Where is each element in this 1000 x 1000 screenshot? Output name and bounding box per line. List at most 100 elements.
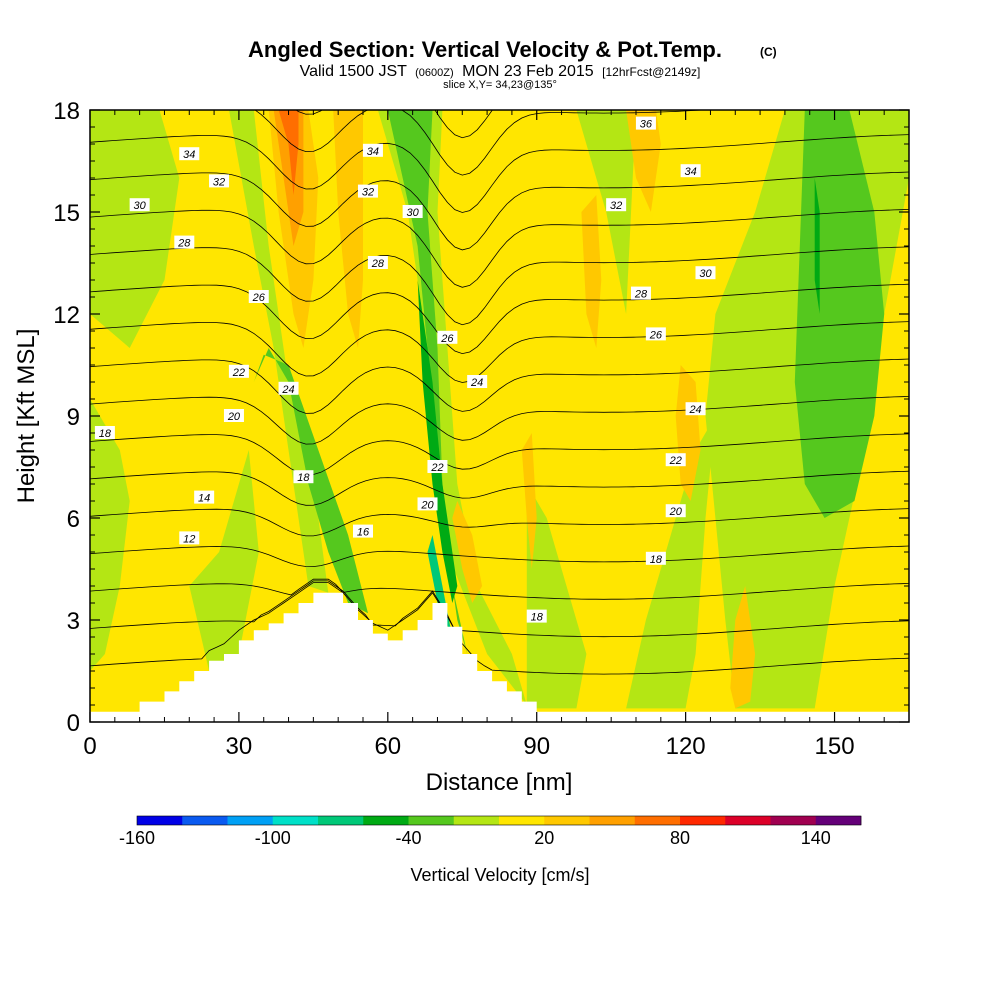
contour-label-box xyxy=(367,256,388,269)
y-tick-label: 12 xyxy=(53,302,80,329)
contour-label-text: 32 xyxy=(362,187,374,199)
velocity-region xyxy=(626,416,716,709)
contour-label: 28 xyxy=(630,286,651,301)
isentrope-line xyxy=(90,283,909,355)
contour-label-box xyxy=(228,364,249,378)
contour-label-box xyxy=(606,198,627,212)
colorbar-tick-label: -40 xyxy=(395,828,421,848)
velocity-region xyxy=(90,110,180,348)
contour-label-text: 26 xyxy=(649,329,663,341)
isentrope-line xyxy=(90,171,909,251)
contour-label-box xyxy=(665,504,686,518)
colorbar-swatch xyxy=(770,816,817,825)
isentrope-line xyxy=(254,110,710,176)
contour-label: 26 xyxy=(437,330,458,345)
contour-label-text: 16 xyxy=(357,527,370,539)
contour-label: 20 xyxy=(417,497,438,511)
contour-label-text: 14 xyxy=(198,493,210,505)
contour-label-text: 30 xyxy=(699,268,712,280)
isentrope-line xyxy=(90,578,909,600)
x-tick-label: 0 xyxy=(83,733,96,760)
isentrope-line xyxy=(90,433,909,476)
contour-label-text: 18 xyxy=(531,612,544,624)
velocity-region xyxy=(278,110,299,195)
contour-label-text: 28 xyxy=(177,238,191,250)
contour-label: 32 xyxy=(606,198,627,212)
contour-label-box xyxy=(174,235,195,249)
colorbar-tick-label: 140 xyxy=(801,828,831,848)
isentrope-line xyxy=(90,396,909,445)
contour-label-box xyxy=(437,330,458,344)
contour-label: 20 xyxy=(223,409,244,423)
contour-label-box xyxy=(665,453,686,467)
colorbar-frame xyxy=(136,815,862,826)
isentrope-line xyxy=(90,93,909,100)
contour-label-text: 36 xyxy=(640,119,653,131)
contour-label: 12 xyxy=(179,531,200,545)
y-tick-label: 0 xyxy=(67,710,80,737)
terrain-mask xyxy=(90,592,909,722)
chart-subtitle: Valid 1500 JST (0600Z) MON 23 Feb 2015 [… xyxy=(300,63,701,80)
contour-label: 34 xyxy=(362,143,383,158)
contour-label-box xyxy=(357,184,378,198)
isentrope-line xyxy=(90,321,909,383)
contour-label: 28 xyxy=(174,235,195,250)
contour-label-box xyxy=(645,551,666,565)
colorbar-swatch xyxy=(634,816,681,825)
contour-label-text: 22 xyxy=(232,367,245,379)
contour-label-text: 22 xyxy=(430,462,443,474)
contour-label: 36 xyxy=(635,116,656,131)
contour-label-box xyxy=(680,164,701,178)
velocity-region xyxy=(626,110,661,212)
contour-label: 30 xyxy=(129,198,150,212)
contour-label-box xyxy=(645,327,666,341)
contour-label-box xyxy=(179,147,200,161)
y-tick-label: 3 xyxy=(67,608,80,635)
contour-label-box xyxy=(194,490,215,504)
contour-label-box xyxy=(427,460,448,473)
contour-label: 32 xyxy=(357,184,378,199)
velocity-region xyxy=(675,365,701,501)
colorbar-tick-labels: -160 -100 -40 20 80 140 xyxy=(119,828,831,848)
contour-label-text: 24 xyxy=(688,404,701,416)
velocity-region xyxy=(581,195,602,348)
contour-label-box xyxy=(467,375,488,388)
velocity-region xyxy=(730,586,756,709)
x-tick-label: 60 xyxy=(374,733,401,760)
velocity-region xyxy=(333,110,363,348)
contour-label: 24 xyxy=(278,381,299,396)
colorbar-tick-label: -160 xyxy=(119,828,155,848)
contour-label: 30 xyxy=(402,205,423,219)
contour-label-box xyxy=(526,609,547,623)
isentrope-line xyxy=(90,470,909,506)
contour-labels: 12 14 16 18 18 18 20 20 22 22 24 24 26 26 28 28 30 30 32 32… xyxy=(94,116,716,624)
velocity-region xyxy=(526,484,587,709)
contour-label-box xyxy=(635,116,656,130)
contour-label-text: 28 xyxy=(371,258,385,270)
contour-label: 28 xyxy=(367,256,388,270)
plot-area: 12 14 16 18 18 18 20 20 22 22 24 24 26 26 28 28 30 30 32 32… xyxy=(90,93,909,722)
colorbar-swatch xyxy=(408,816,455,825)
subtitle-date: MON 23 Feb 2015 xyxy=(462,63,594,80)
contour-label: 24 xyxy=(467,375,488,389)
contour-label: 18 xyxy=(526,609,547,624)
potential-temperature-contours xyxy=(90,93,909,675)
contour-label: 30 xyxy=(695,266,716,280)
contour-label-text: 28 xyxy=(634,289,648,301)
contour-label-text: 34 xyxy=(183,149,195,161)
colorbar xyxy=(136,815,862,826)
velocity-shading xyxy=(90,110,909,709)
isentrope-line xyxy=(90,508,909,537)
contour-label-text: 18 xyxy=(650,554,663,566)
velocity-region xyxy=(576,110,636,314)
colorbar-swatch xyxy=(453,816,500,825)
colorbar-swatch xyxy=(227,816,274,825)
velocity-region xyxy=(189,450,259,671)
colorbar-swatch xyxy=(272,816,319,825)
contour-label: 18 xyxy=(94,426,115,440)
contour-label-text: 12 xyxy=(183,533,195,545)
subtitle-utc: (0600Z) xyxy=(415,67,454,79)
subtitle-valid: Valid 1500 JST xyxy=(300,63,408,80)
isentrope-line xyxy=(90,246,909,326)
x-tick-label: 150 xyxy=(815,733,855,760)
